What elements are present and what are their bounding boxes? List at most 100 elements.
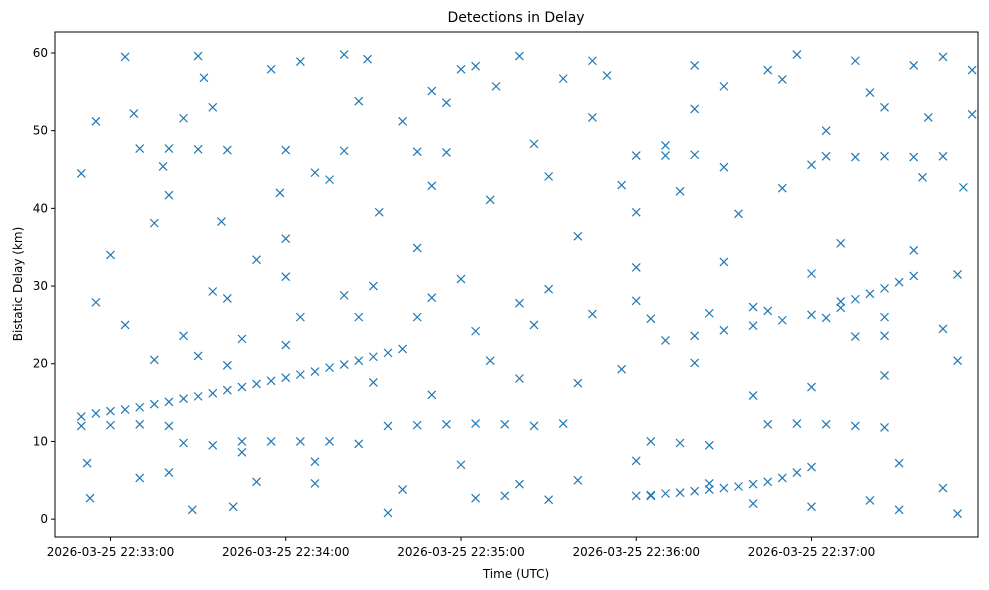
data-point — [281, 234, 291, 244]
data-point — [514, 298, 524, 308]
data-point — [777, 473, 787, 483]
data-point — [807, 382, 816, 392]
data-point — [748, 391, 758, 401]
data-point — [208, 287, 218, 296]
data-point — [325, 363, 334, 373]
data-point — [325, 175, 334, 185]
data-point — [617, 180, 627, 190]
data-point — [485, 195, 495, 205]
data-point — [412, 312, 422, 322]
data-point — [807, 160, 816, 170]
data-point — [398, 344, 408, 354]
data-point — [777, 183, 787, 193]
y-tick-label: 0 — [40, 512, 48, 526]
data-point — [704, 440, 714, 450]
data-point — [938, 151, 948, 161]
data-point — [441, 419, 451, 429]
data-point — [491, 81, 501, 91]
data-point — [953, 356, 962, 366]
data-point — [281, 340, 291, 350]
data-point — [281, 373, 291, 383]
data-point — [91, 297, 101, 307]
data-point — [748, 302, 758, 312]
x-axis-label: Time (UTC) — [482, 567, 549, 581]
data-point — [514, 374, 524, 383]
data-point — [252, 255, 261, 265]
data-point — [880, 283, 889, 293]
data-point — [412, 147, 422, 157]
data-point — [646, 491, 656, 501]
data-point — [646, 437, 656, 446]
data-point — [179, 113, 188, 123]
data-point — [295, 370, 305, 380]
data-point — [953, 509, 962, 519]
data-point — [179, 438, 188, 448]
data-point — [266, 376, 276, 386]
data-point — [398, 116, 408, 126]
data-point — [179, 394, 188, 404]
data-point — [368, 281, 378, 291]
y-tick-label: 50 — [33, 124, 48, 138]
data-point — [383, 348, 393, 358]
data-point — [217, 217, 226, 226]
y-tick-label: 10 — [33, 434, 48, 448]
data-point — [646, 314, 656, 324]
data-point — [164, 397, 174, 407]
data-point — [193, 391, 203, 401]
data-point — [398, 485, 408, 495]
data-point — [368, 352, 378, 362]
data-point — [354, 96, 364, 106]
data-point — [252, 477, 261, 487]
data-point — [529, 139, 539, 149]
data-point — [675, 488, 685, 498]
data-point — [894, 277, 904, 287]
data-point — [836, 303, 846, 313]
data-point — [120, 52, 130, 62]
data-point — [734, 482, 743, 491]
data-point — [354, 439, 364, 449]
data-point — [85, 493, 95, 503]
data-point — [748, 499, 758, 509]
data-point — [485, 356, 495, 366]
data-point — [544, 172, 554, 181]
data-point — [807, 310, 816, 320]
data-point — [850, 294, 860, 304]
axis-ticks: 2026-03-25 22:33:00 2026-03-25 22:34:00 20… — [33, 46, 876, 559]
data-point — [909, 271, 919, 281]
data-point — [894, 458, 904, 468]
data-point — [295, 312, 305, 322]
data-point — [441, 147, 451, 157]
data-point — [748, 479, 758, 489]
data-point — [427, 293, 437, 303]
data-point — [135, 144, 145, 153]
data-point — [281, 145, 291, 155]
data-point — [412, 243, 422, 253]
x-tick-label: 2026-03-25 22:35:00 — [397, 545, 524, 559]
data-point — [967, 65, 977, 75]
data-point — [558, 74, 568, 84]
data-point — [310, 168, 320, 178]
data-point — [880, 370, 889, 380]
data-point — [719, 483, 729, 493]
data-point — [880, 102, 889, 112]
data-point — [573, 231, 583, 241]
data-point — [471, 493, 481, 503]
data-point — [412, 420, 422, 430]
data-point — [821, 151, 831, 161]
data-point — [135, 402, 145, 412]
data-point — [427, 181, 437, 191]
data-point — [237, 334, 247, 344]
data-point — [164, 144, 174, 153]
data-point — [865, 496, 875, 505]
data-point — [120, 405, 130, 415]
data-point — [938, 483, 948, 493]
data-point — [763, 419, 773, 429]
data-point — [807, 502, 816, 512]
data-point — [354, 312, 364, 322]
x-tick-label: 2026-03-25 22:33:00 — [47, 545, 174, 559]
data-point — [228, 502, 238, 512]
data-point — [383, 508, 393, 518]
data-point — [588, 309, 597, 319]
data-point — [368, 377, 378, 387]
